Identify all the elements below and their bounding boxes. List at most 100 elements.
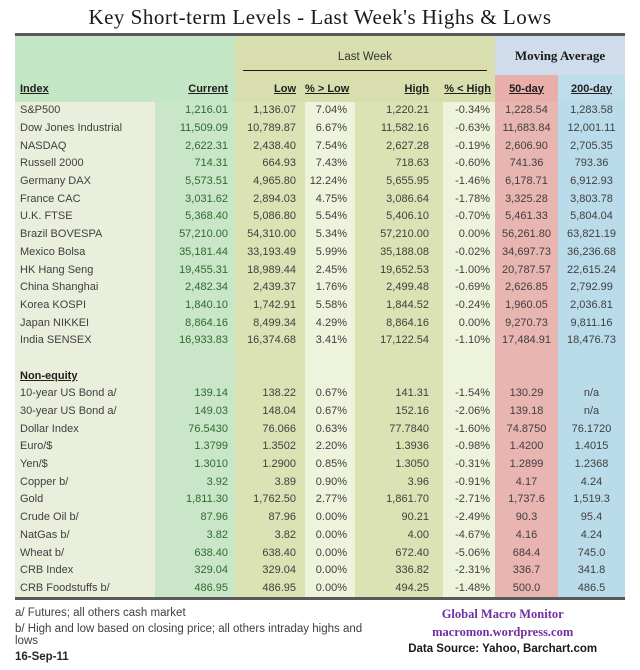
value-cell: 2,622.31 [155, 137, 235, 156]
value-cell: 141.31 [355, 385, 443, 403]
value-cell: 76.066 [235, 420, 305, 439]
value-cell: 57,210.00 [355, 225, 443, 244]
row-label-cell: CRB Index [15, 561, 155, 580]
value-cell: 1.3050 [355, 455, 443, 474]
value-cell: -0.91% [443, 473, 495, 492]
value-cell: 35,188.08 [355, 243, 443, 262]
value-cell: 3,031.62 [155, 190, 235, 209]
value-cell: 7.54% [305, 137, 355, 156]
value-cell: -2.31% [443, 561, 495, 580]
row-label-cell: NatGas b/ [15, 526, 155, 545]
value-cell: 36,236.68 [558, 243, 626, 262]
value-cell: 138.22 [235, 385, 305, 403]
value-cell: 1,737.6 [495, 491, 558, 509]
row-label-cell: Crude Oil b/ [15, 508, 155, 527]
table-row: NASDAQ 2,622.31 2,438.40 7.54% 2,627.28 -0.19… [15, 137, 626, 156]
value-cell: -0.69% [443, 278, 495, 297]
value-cell: 1,742.91 [235, 296, 305, 315]
value-cell: -2.06% [443, 402, 495, 421]
value-cell: 5,461.33 [495, 208, 558, 226]
footnote-b: b/ High and low based on closing price; … [15, 623, 363, 648]
value-cell: 5,086.80 [235, 208, 305, 226]
value-cell: 20,787.57 [495, 261, 558, 279]
value-cell: 76.5430 [155, 420, 235, 439]
empty-cell [558, 349, 626, 368]
value-cell: 2,482.34 [155, 278, 235, 297]
value-cell: 3.92 [155, 473, 235, 492]
value-cell: 18,989.44 [235, 261, 305, 279]
empty-cell [495, 367, 558, 385]
value-cell: -0.31% [443, 455, 495, 474]
value-cell: 56,261.80 [495, 225, 558, 244]
table-row: China Shanghai 2,482.34 2,439.37 1.76% 2,499… [15, 278, 626, 297]
table-row: Gold 1,811.30 1,762.50 2.77% 1,861.70 -2.71% 1… [15, 491, 626, 509]
value-cell: 3,086.64 [355, 190, 443, 209]
page-title: Key Short-term Levels - Last Week's High… [88, 5, 552, 29]
value-cell: 0.63% [305, 420, 355, 439]
value-cell: 5,573.51 [155, 172, 235, 191]
table-body: S&P500 1,216.01 1,136.07 7.04% 1,220.21 -0.34… [15, 102, 626, 598]
value-cell: 0.00% [305, 579, 355, 598]
value-cell: 6,912.93 [558, 172, 626, 191]
value-cell: 1,762.50 [235, 491, 305, 509]
value-cell: 54,310.00 [235, 225, 305, 244]
empty-cell [235, 367, 305, 385]
value-cell: -1.00% [443, 261, 495, 279]
column-header-current: Current [155, 75, 235, 102]
column-header-50-day: 50-day [495, 75, 558, 102]
column-header-row: Index Current Low % > Low High % < High … [15, 75, 626, 102]
value-cell: 11,582.16 [355, 119, 443, 138]
value-cell: 329.04 [235, 561, 305, 580]
value-cell: 486.95 [155, 579, 235, 598]
value-cell: 3.89 [235, 473, 305, 492]
table-row: HK Hang Seng 19,455.31 18,989.44 2.45% 19,65… [15, 261, 626, 279]
table-row: Copper b/3.92 3.89 0.90% 3.96 -0.91% 4.17 4.24 [15, 473, 626, 492]
value-cell: 16,933.83 [155, 331, 235, 350]
value-cell: 1,136.07 [235, 102, 305, 120]
group-header-moving-average: Moving Average [495, 36, 626, 75]
value-cell: 718.63 [355, 155, 443, 173]
value-cell: 0.00% [305, 544, 355, 562]
value-cell: 8,864.16 [355, 314, 443, 332]
row-label-cell: Copper b/ [15, 473, 155, 492]
value-cell: 684.4 [495, 544, 558, 562]
value-cell: 1.76% [305, 278, 355, 297]
value-cell: 63,821.19 [558, 225, 626, 244]
branding-block: Global Macro Monitor macromon.wordpress.… [380, 607, 625, 655]
value-cell: 2,499.48 [355, 278, 443, 297]
value-cell: 4.16 [495, 526, 558, 545]
value-cell: 1,861.70 [355, 491, 443, 509]
value-cell: 11,683.84 [495, 119, 558, 138]
table-row: Korea KOSPI 1,840.10 1,742.91 5.58% 1,844.52… [15, 296, 626, 315]
section-label: Non-equity [15, 367, 155, 385]
value-cell: 2,894.03 [235, 190, 305, 209]
value-cell: 6.67% [305, 119, 355, 138]
value-cell: 2,792.99 [558, 278, 626, 297]
value-cell: -0.60% [443, 155, 495, 173]
table-row: Mexico Bolsa 35,181.44 33,193.49 5.99% 35,18… [15, 243, 626, 262]
table-row: Yen/$ 1.3010 1.2900 0.85% 1.3050 -0.31% 1.2899… [15, 455, 626, 474]
footnote-a: a/ Futures; all others cash market [15, 607, 186, 620]
value-cell: 500.0 [495, 579, 558, 598]
value-cell: 486.5 [558, 579, 626, 598]
value-cell: -1.54% [443, 385, 495, 403]
value-cell: 130.29 [495, 385, 558, 403]
column-header-low: Low [235, 75, 305, 102]
value-cell: 341.8 [558, 561, 626, 580]
value-cell: 3,803.78 [558, 190, 626, 209]
value-cell: 57,210.00 [155, 225, 235, 244]
value-cell: 8,499.34 [235, 314, 305, 332]
value-cell: 149.03 [155, 402, 235, 421]
empty-cell [443, 367, 495, 385]
levels-table: Last Week Moving Average Index Current L… [15, 36, 626, 598]
empty-cell [495, 349, 558, 368]
table-row: Germany DAX 5,573.51 4,965.80 12.24% 5,655.9… [15, 172, 626, 191]
value-cell: 148.04 [235, 402, 305, 421]
value-cell: 19,455.31 [155, 261, 235, 279]
column-header-pct-above-low: % > Low [305, 75, 355, 102]
value-cell: 16,374.68 [235, 331, 305, 350]
value-cell: -0.98% [443, 438, 495, 456]
value-cell: 5,655.95 [355, 172, 443, 191]
section-header-row: Non-equity [15, 367, 626, 385]
table-row: Russell 2000 714.31 664.93 7.43% 718.63 -0.60… [15, 155, 626, 173]
